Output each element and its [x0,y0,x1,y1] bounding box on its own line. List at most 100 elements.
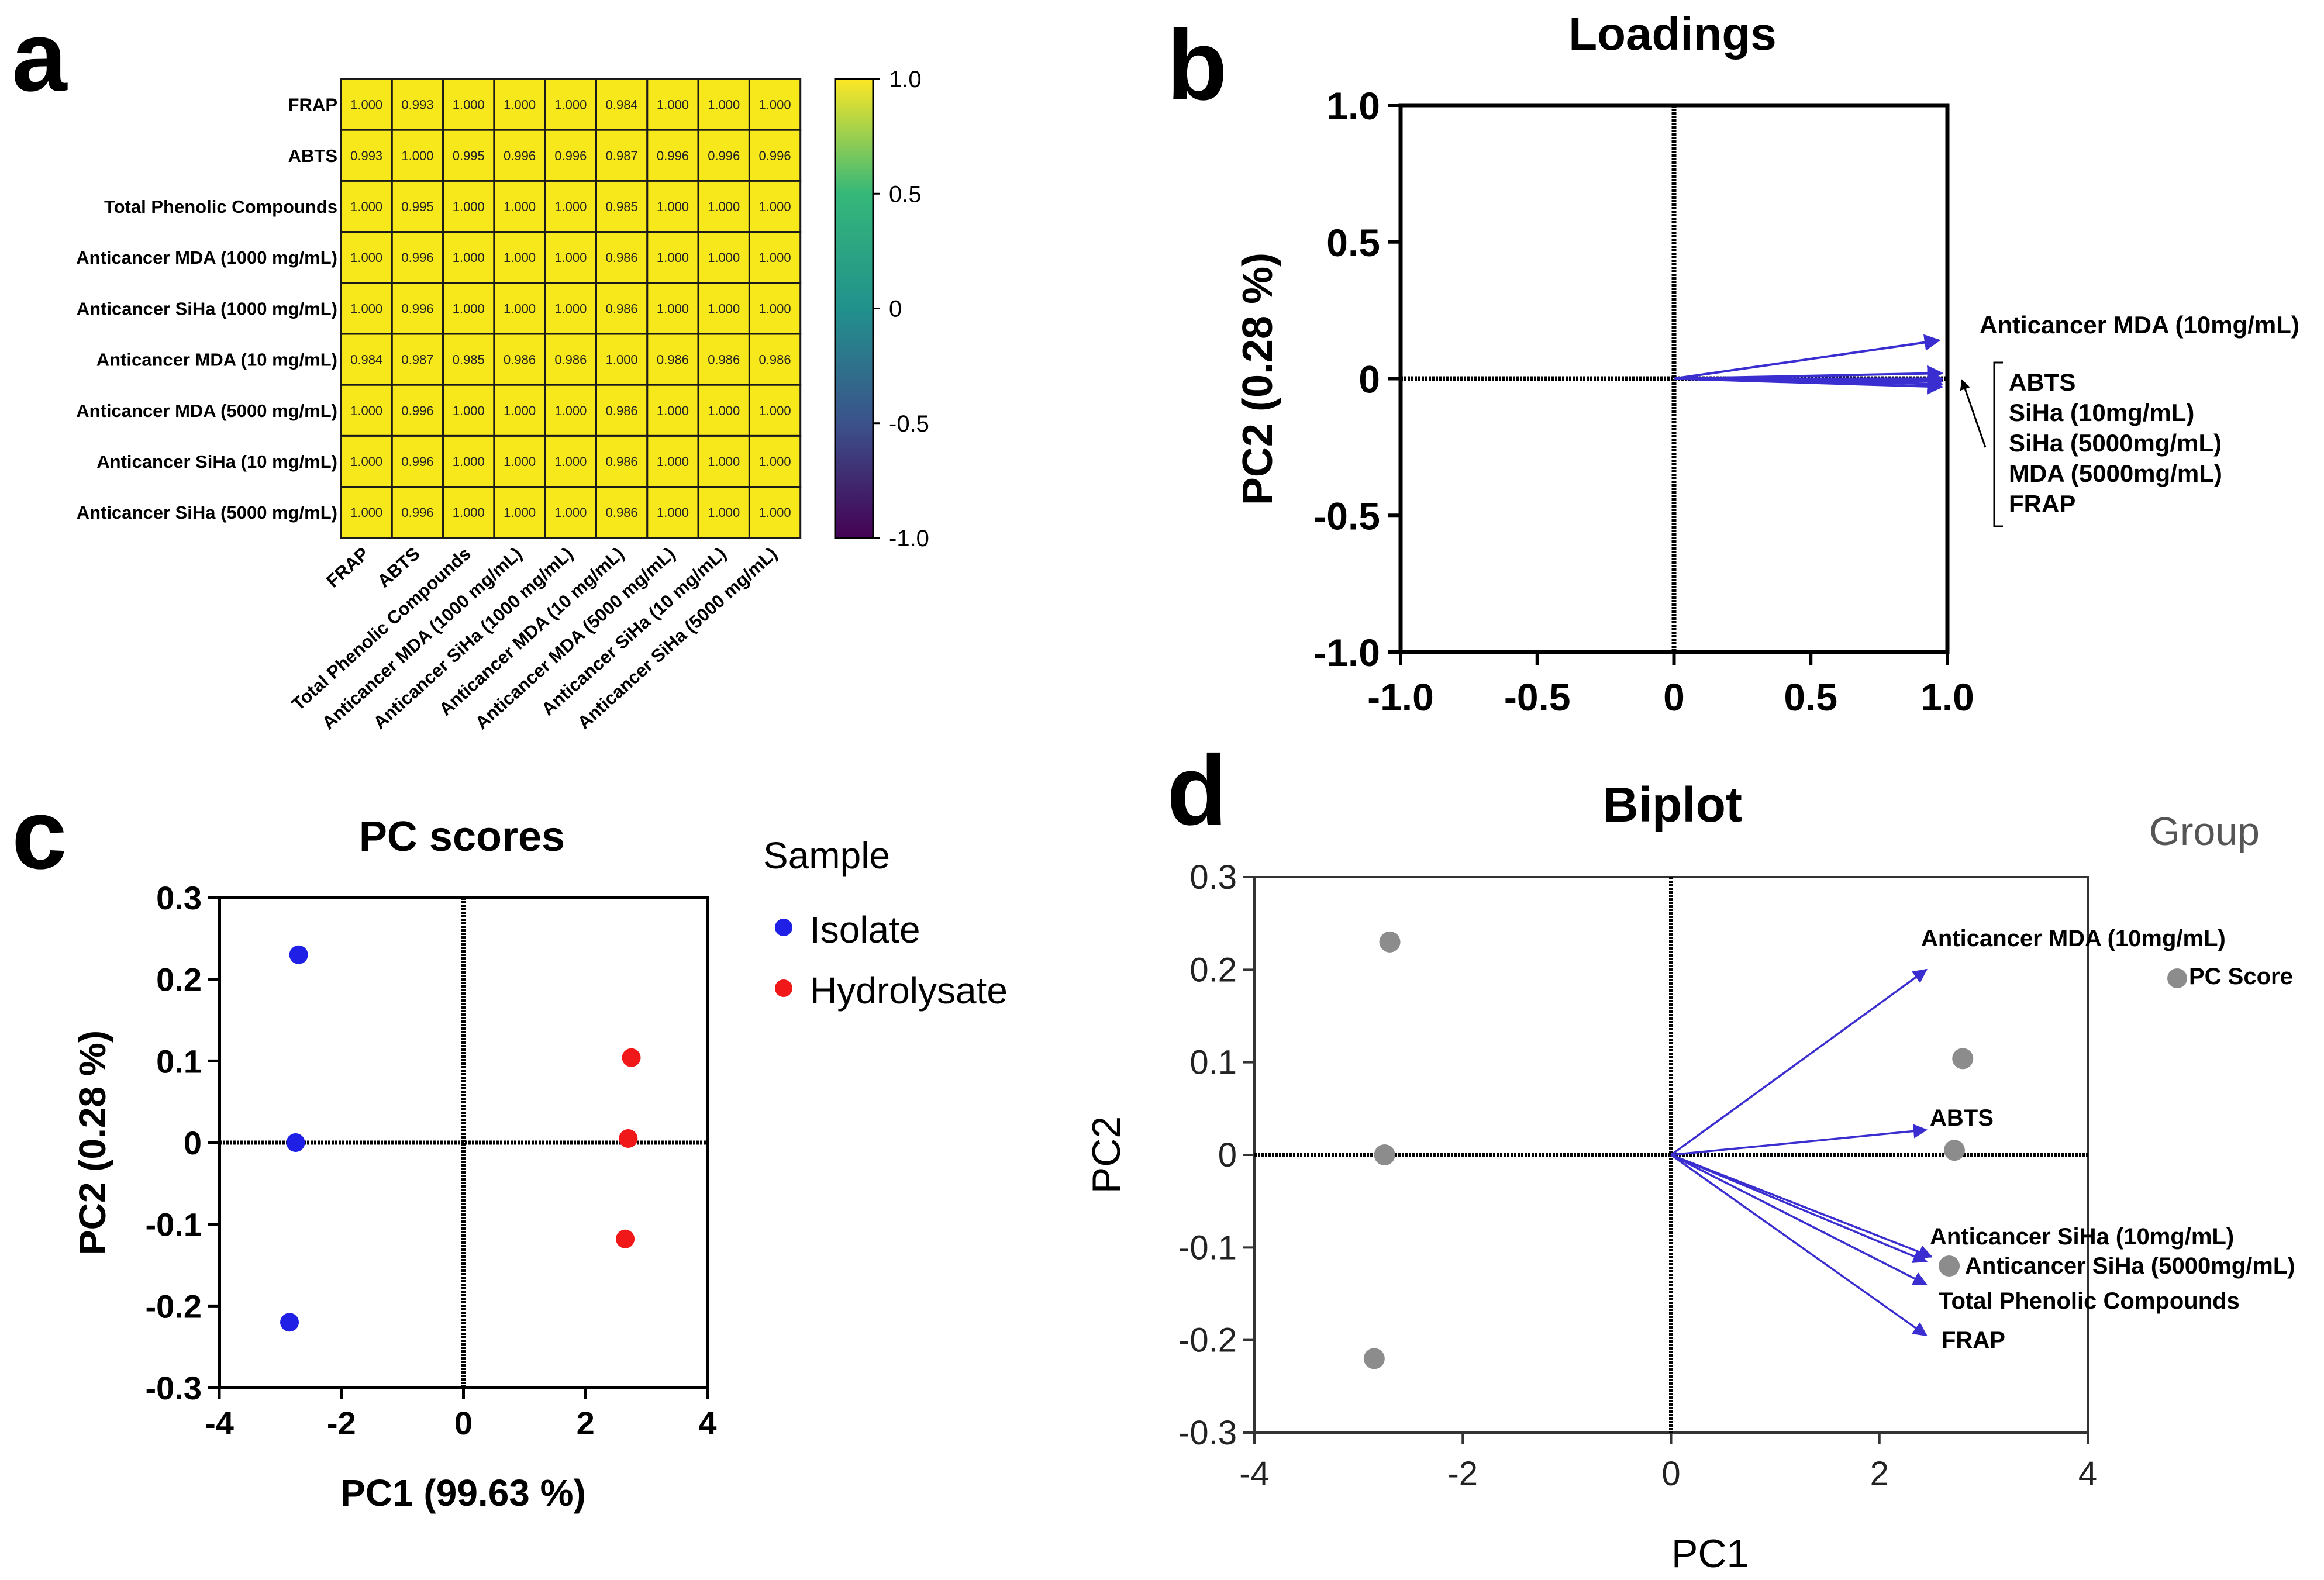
heatmap-cell-value: 0.996 [657,149,689,163]
biplot-y-tick-label: -0.3 [1178,1414,1237,1452]
score-point-hydrolysate [616,1229,635,1248]
heatmap-cell [544,180,598,233]
biplot-x-tick-label: 2 [1870,1455,1889,1493]
heatmap-cell [442,486,495,539]
heatmap-row-label: Anticancer MDA (10 mg/mL) [96,350,337,370]
heatmap-cell-value: 1.000 [708,301,740,316]
colorbar-tick-label: -1.0 [889,526,929,551]
loading-label-mda-5000: MDA (5000mg/mL) [2009,460,2222,487]
biplot-score-point [1939,1255,1960,1277]
heatmap-cell [646,129,699,182]
biplot-score-point [1363,1348,1385,1369]
heatmap-cell-value: 1.000 [554,98,587,112]
pc-scores-x-tick-label: -4 [205,1405,234,1441]
pc-scores-points [280,945,641,1332]
heatmap-cell-value: 1.000 [759,403,791,418]
heatmap-cell-value: 1.000 [759,301,791,316]
heatmap-cell [391,384,444,437]
biplot-vector-frap [1670,1154,1928,1337]
pc-scores-x-tick-label: -2 [327,1405,356,1441]
loading-label-pointer [1960,379,1987,448]
heatmap-cell-value: 1.000 [453,403,485,418]
biplot-title: Biplot [1603,777,1742,832]
heatmap-cell-value: 0.987 [606,149,638,163]
biplot-y-tick-label: -0.2 [1178,1322,1237,1360]
loadings-x-tick-label: 1.0 [1920,675,1974,719]
heatmap-panel: 1.000 0.993 1.000 1.000 1.000 0.984 1.000 1.000… [76,67,929,733]
loadings-panel: Loadings -1.0 -0.5 0 0.5 1.0 1.0 0.5 0 -0.5-1.0 … [1235,8,2299,719]
heatmap-cell-value: 1.000 [554,250,587,265]
heatmap-row-label: Total Phenolic Compounds [104,196,337,217]
heatmap-cell-value: 1.000 [554,403,587,418]
biplot-vector-label: Total Phenolic Compounds [1939,1288,2240,1314]
heatmap-cell-value: 0.996 [504,149,536,163]
pc-scores-axes: -4 -2 0 2 4 0.3 0.2 0.1 0 -0.1 -0.2 -0.3 [146,879,717,1441]
biplot-score-point [1374,1144,1395,1165]
panel-letter-c: c [12,779,67,890]
heatmap-cell-value: 1.000 [657,454,689,469]
biplot-y-axis-label: PC2 [1084,1116,1129,1193]
pc-scores-y-tick-label: -0.3 [146,1369,202,1406]
heatmap-cell-value: 1.000 [554,301,587,316]
heatmap-row-label: Anticancer MDA (5000 mg/mL) [76,401,337,421]
heatmap-cell [595,282,649,335]
heatmap-cell-value: 0.995 [401,199,433,214]
colorbar-tick-label: -0.5 [889,411,929,437]
pc-scores-y-tick-label: -0.2 [146,1288,202,1324]
heatmap-cell-value: 1.000 [350,505,382,520]
heatmap-row-label: Anticancer SiHa (10 mg/mL) [96,451,337,472]
heatmap-cell [748,129,802,182]
heatmap-cell [442,434,495,488]
biplot-vector-label: Anticancer SiHa (10mg/mL) [1930,1224,2234,1250]
loading-label-mda-10: Anticancer MDA (10mg/mL) [1980,311,2299,339]
heatmap-cell-value: 0.984 [350,353,382,367]
pc-scores-title: PC scores [359,813,565,860]
heatmap-cell [340,180,393,233]
legend-marker-isolate [775,919,792,936]
pc-scores-x-tick-label: 0 [454,1405,473,1441]
loadings-title: Loadings [1568,8,1777,60]
heatmap-cell-value: 1.000 [350,301,382,316]
heatmap-cell-value: 0.984 [606,98,638,112]
heatmap-cell-value: 1.000 [657,301,689,316]
heatmap-cell [340,434,393,488]
heatmap-cell-value: 1.000 [453,454,485,469]
colorbar-tick-label: 0.5 [889,181,922,207]
pc-scores-y-tick-label: 0.1 [156,1043,202,1079]
heatmap-cell [748,282,802,335]
loadings-y-tick-label: 0 [1358,358,1380,401]
loadings-y-tick-label: 0.5 [1326,221,1380,264]
score-point-isolate [289,945,308,964]
heatmap-cell-value: 1.000 [350,199,382,214]
biplot-vector-total-phenolic-compounds [1670,1154,1928,1286]
loading-label-abts: ABTS [2009,368,2075,396]
heatmap-cell-value: 0.985 [606,199,638,214]
heatmap-row-label: Anticancer SiHa (1000 mg/mL) [77,298,337,319]
pc-scores-y-tick-label: 0.2 [156,961,202,998]
biplot-vector-abts [1671,1124,1928,1156]
loadings-vectors [1674,334,1944,395]
panel-letter-a: a [12,1,68,112]
loading-label-siha-10: SiHa (10mg/mL) [2009,399,2194,426]
heatmap-cell-value: 1.000 [759,454,791,469]
biplot-axes: -4 -2 0 2 4 0.3 0.2 0.1 0 -0.1 -0.2 -0.3 [1178,858,2097,1493]
heatmap-cell-value: 0.987 [401,353,433,367]
heatmap-cell-value: 1.000 [759,505,791,520]
heatmap-cell-value: 1.000 [657,505,689,520]
heatmap-cell-value: 0.986 [759,353,791,367]
colorbar-tick-label: 1.0 [889,67,922,92]
heatmap-cell [391,180,444,233]
legend-title: Sample [763,834,890,877]
pc-scores-y-axis-label: PC2 (0.28 %) [71,1030,113,1255]
heatmap-cell-value: 1.000 [453,98,485,112]
heatmap-cell [748,231,802,284]
loading-label-frap: FRAP [2009,490,2075,518]
heatmap-cell-value: 0.996 [401,454,433,469]
heatmap-row-labels: FRAP ABTS Total Phenolic Compounds Anticanc… [76,95,337,523]
heatmap-cell-value: 0.986 [606,301,638,316]
heatmap-row-label: ABTS [288,146,337,166]
heatmap-cell-value: 1.000 [453,301,485,316]
heatmap-cell [748,333,802,386]
heatmap-cell-value: 0.986 [606,250,638,265]
